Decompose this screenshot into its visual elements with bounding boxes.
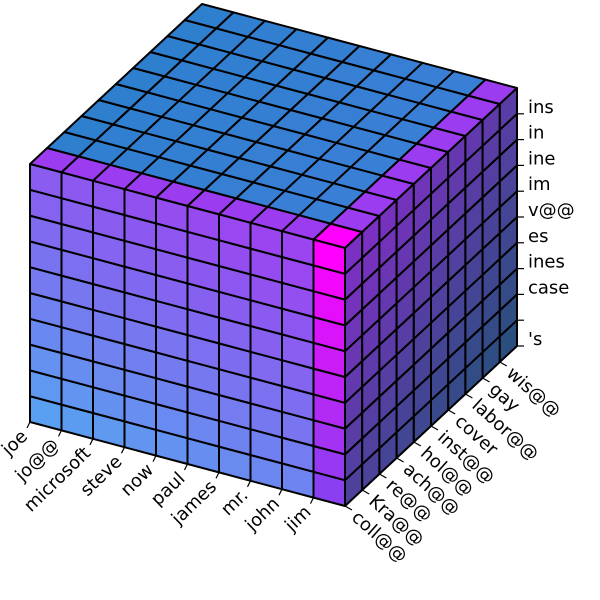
z-tick-label: es (528, 226, 548, 247)
x-tick-label: jim (280, 502, 315, 537)
x-tick (183, 463, 189, 471)
y-tick (465, 393, 473, 399)
x-tick (26, 421, 31, 429)
z-tick-label: v@@ (528, 200, 575, 221)
x-tick (120, 446, 126, 454)
y-tick (413, 441, 422, 447)
y-tick (344, 505, 353, 511)
x-tick (152, 455, 157, 462)
z-tick-label: ine (528, 148, 555, 169)
x-tick (57, 430, 63, 437)
y-tick (482, 377, 490, 383)
x-tick (278, 488, 283, 496)
y-tick (361, 489, 370, 495)
x-tick (246, 480, 252, 488)
z-tick-label: in (528, 123, 544, 144)
z-tick-label: ines (528, 252, 565, 273)
x-tick (309, 497, 315, 504)
x-tick (215, 472, 220, 479)
voxel-faces (29, 3, 518, 507)
y-tick (499, 361, 508, 367)
z-tick-label: 's (528, 329, 542, 350)
z-tick-label: im (528, 174, 551, 195)
y-tick (447, 409, 456, 415)
y-tick (396, 457, 404, 463)
y-tick (379, 473, 387, 479)
z-tick-label: ins (528, 97, 554, 118)
x-tick (89, 438, 94, 446)
y-tick (430, 425, 439, 431)
z-tick-label: case (528, 277, 569, 298)
